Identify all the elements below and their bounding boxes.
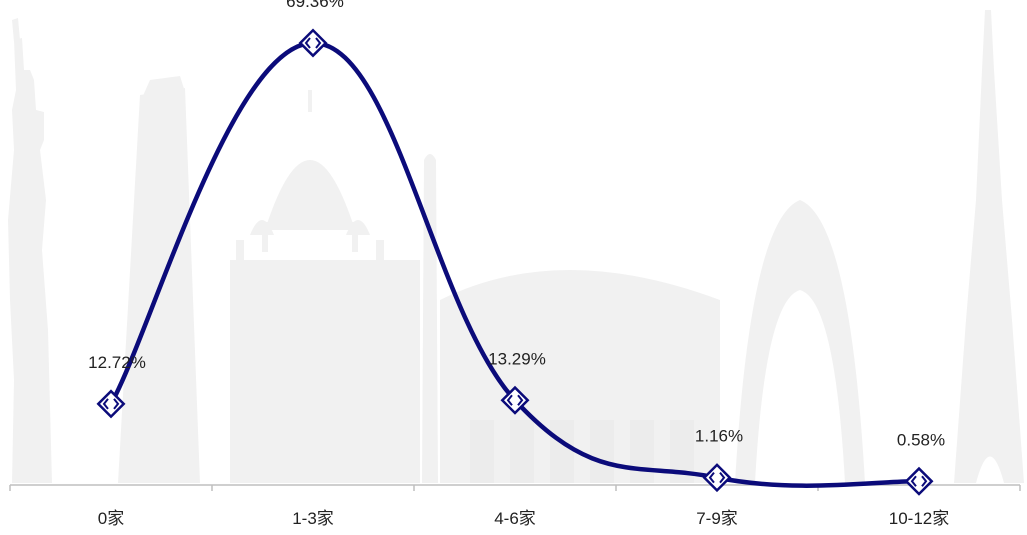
eiffel-tower-silhouette <box>954 10 1024 483</box>
leaning-tower-silhouette <box>118 76 200 483</box>
data-label: 69.36% <box>286 0 344 11</box>
data-label: 13.29% <box>488 349 546 368</box>
minaret-silhouette <box>422 154 438 483</box>
series-markers <box>96 28 934 496</box>
series-line <box>108 40 922 488</box>
data-label: 0.58% <box>897 430 945 449</box>
arch-silhouette <box>735 200 865 483</box>
x-axis-tick-label: 0家 <box>98 509 124 528</box>
x-axis-tick-label: 10-12家 <box>889 509 949 528</box>
data-point-marker <box>500 385 530 415</box>
data-label: 12.72% <box>88 353 146 372</box>
statue-of-liberty-silhouette <box>8 18 52 483</box>
data-point-marker <box>904 466 934 496</box>
taj-mahal-silhouette <box>230 90 420 483</box>
x-axis-tick-label: 1-3家 <box>292 509 334 528</box>
series-line-group <box>108 40 922 488</box>
x-axis-tick-label: 4-6家 <box>494 509 536 528</box>
data-labels: 12.72% 69.36% 13.29% 1.16% 0.58% <box>88 0 945 449</box>
x-axis-tick-label: 7-9家 <box>696 509 738 528</box>
data-point-marker <box>96 389 126 419</box>
x-axis-tick-labels: 0家 1-3家 4-6家 7-9家 10-12家 <box>98 509 949 528</box>
data-label: 1.16% <box>695 427 743 446</box>
x-axis <box>9 484 1021 491</box>
data-point-marker <box>702 463 732 493</box>
data-point-marker <box>298 28 328 58</box>
